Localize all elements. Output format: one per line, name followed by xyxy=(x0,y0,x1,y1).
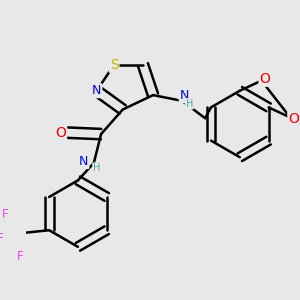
Text: N: N xyxy=(180,89,189,102)
Text: H: H xyxy=(185,99,193,109)
Text: F: F xyxy=(2,208,8,221)
Text: O: O xyxy=(288,112,299,126)
Text: H: H xyxy=(93,163,100,173)
Text: S: S xyxy=(110,58,118,72)
Text: O: O xyxy=(55,126,66,140)
Text: O: O xyxy=(260,72,270,86)
Text: N: N xyxy=(92,84,101,97)
Text: N: N xyxy=(79,155,88,168)
Text: F: F xyxy=(17,250,24,263)
Text: F: F xyxy=(0,232,4,245)
